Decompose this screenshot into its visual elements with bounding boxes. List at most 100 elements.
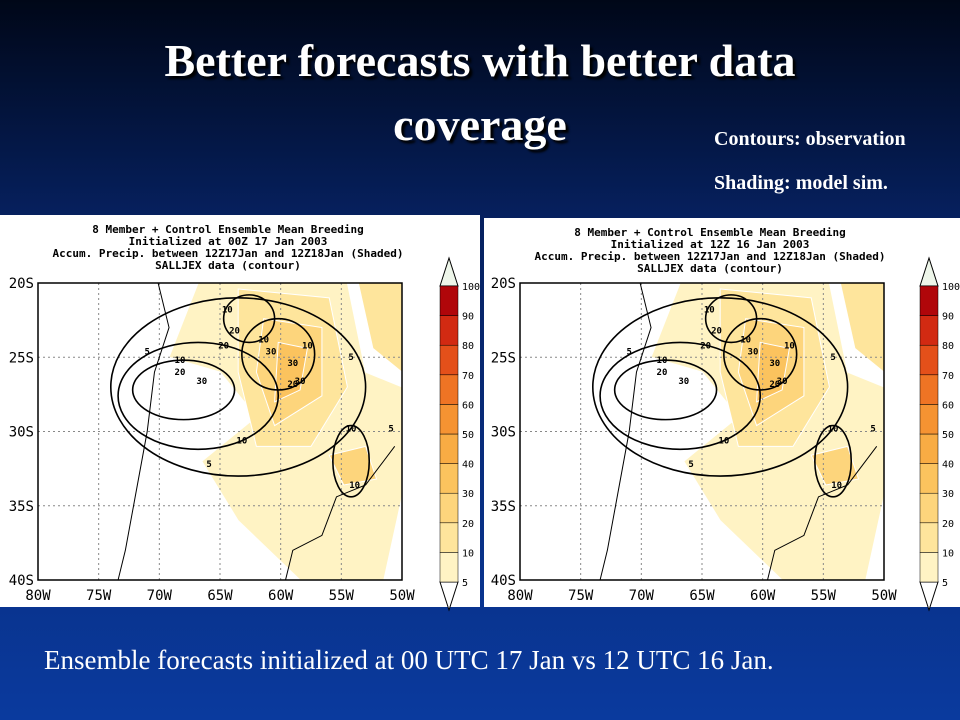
- map-header: SALLJEX data (contour): [637, 262, 783, 275]
- shading: [810, 445, 860, 486]
- lon-label: 80W: [25, 588, 51, 604]
- contour-label: 20: [229, 326, 240, 336]
- colorbar-label: 90: [462, 312, 474, 323]
- colorbar-label: 80: [942, 341, 954, 352]
- contour: [591, 297, 849, 477]
- panel-bg: [484, 218, 960, 607]
- contour-label: 5: [688, 460, 693, 470]
- colorbar-swatch: [919, 315, 939, 346]
- contour: [131, 359, 236, 421]
- contour-label: 10: [222, 306, 233, 316]
- colorbar-label: 70: [942, 371, 954, 382]
- lon-label: 50W: [389, 588, 415, 604]
- colorbar-swatch: [439, 344, 459, 376]
- lat-label: 30S: [491, 425, 516, 441]
- note: Contours: observation: [714, 128, 906, 150]
- contour-label: 5: [626, 347, 631, 357]
- colorbar-label: 100: [462, 282, 480, 293]
- caption: Ensemble forecasts initialized at 00 UTC…: [44, 645, 774, 675]
- colorbar-label: 30: [942, 489, 954, 500]
- colorbar-swatch: [439, 552, 459, 583]
- contour-label: 5: [870, 425, 875, 435]
- lon-label: 65W: [207, 588, 233, 604]
- map-header: SALLJEX data (contour): [155, 259, 301, 272]
- colorbar-label: 50: [462, 430, 474, 441]
- contour: [814, 424, 853, 498]
- colorbar-label: 10: [462, 548, 474, 559]
- colorbar-swatch: [439, 492, 459, 524]
- map-header: Accum. Precip. between 12Z17Jan and 12Z1…: [53, 247, 404, 260]
- contour-label: 10: [784, 341, 795, 351]
- colorbar-label: 5: [942, 578, 948, 589]
- contour-label: 10: [740, 335, 751, 345]
- colorbar-swatch: [919, 463, 939, 494]
- lat-label: 25S: [9, 350, 34, 366]
- contour: [332, 424, 371, 498]
- colorbar-swatch: [919, 522, 939, 553]
- lat-label: 25S: [491, 350, 516, 366]
- colorbar-swatch: [919, 433, 939, 464]
- colorbar-swatch: [439, 374, 459, 405]
- contour-label: 10: [258, 335, 269, 345]
- contour-label: 20: [711, 326, 722, 336]
- contour-label: 30: [769, 359, 780, 369]
- contour-label: 5: [348, 353, 353, 363]
- colorbar-label: 100: [942, 282, 960, 293]
- panel-bg: [0, 215, 480, 607]
- map-header: Initialized at 00Z 17 Jan 2003: [129, 235, 328, 248]
- map-panel: 8 Member + Control Ensemble Mean Breedin…: [484, 218, 960, 612]
- contour-label: 10: [175, 356, 186, 366]
- contour-label: 30: [748, 347, 759, 357]
- contour-label: 10: [718, 436, 729, 446]
- title: Better forecasts with better data: [164, 35, 796, 86]
- contour-label: 10: [236, 436, 247, 446]
- contour-label: 10: [349, 481, 360, 491]
- colorbar-label: 60: [462, 400, 474, 411]
- colorbar-label: 70: [462, 371, 474, 382]
- plot-frame: [37, 282, 403, 581]
- lon-label: 60W: [750, 588, 776, 604]
- colorbar-swatch: [919, 492, 939, 524]
- map-header: 8 Member + Control Ensemble Mean Breedin…: [574, 226, 846, 239]
- contour: [613, 359, 718, 421]
- contour-label: 10: [346, 425, 357, 435]
- lon-label: 75W: [568, 588, 594, 604]
- contour: [599, 341, 762, 451]
- lon-label: 60W: [268, 588, 294, 604]
- note: Shading: model sim.: [714, 172, 888, 194]
- lat-label: 30S: [9, 425, 34, 441]
- colorbar-swatch: [439, 315, 459, 346]
- colorbar-swatch: [439, 522, 459, 553]
- colorbar-swatch: [919, 374, 939, 405]
- map-header: Accum. Precip. between 12Z17Jan and 12Z1…: [535, 250, 886, 263]
- lon-label: 70W: [629, 588, 655, 604]
- colorbar-swatch: [439, 463, 459, 494]
- contour-label: 10: [831, 481, 842, 491]
- colorbar-label: 30: [462, 489, 474, 500]
- contour-label: 5: [206, 460, 211, 470]
- contour: [222, 294, 276, 344]
- contour-label: 10: [657, 356, 668, 366]
- contour: [723, 317, 798, 391]
- colorbar-label: 50: [942, 430, 954, 441]
- contour-label: 20: [769, 380, 780, 390]
- colorbar-label: 80: [462, 341, 474, 352]
- contour-label: 10: [302, 341, 313, 351]
- contour-label: 10: [828, 425, 839, 435]
- lon-label: 75W: [86, 588, 112, 604]
- contour: [109, 297, 367, 477]
- lat-label: 20S: [491, 276, 516, 292]
- contour-label: 30: [287, 359, 298, 369]
- shading: [328, 445, 378, 486]
- contour-label: 30: [678, 377, 689, 387]
- coastline: [599, 282, 878, 581]
- colorbar-label: 20: [462, 519, 474, 530]
- title: coverage: [393, 99, 567, 150]
- contour: [117, 341, 280, 451]
- lon-label: 55W: [329, 588, 355, 604]
- contour-label: 30: [777, 377, 788, 387]
- contour-label: 5: [388, 425, 393, 435]
- contour-label: 30: [295, 377, 306, 387]
